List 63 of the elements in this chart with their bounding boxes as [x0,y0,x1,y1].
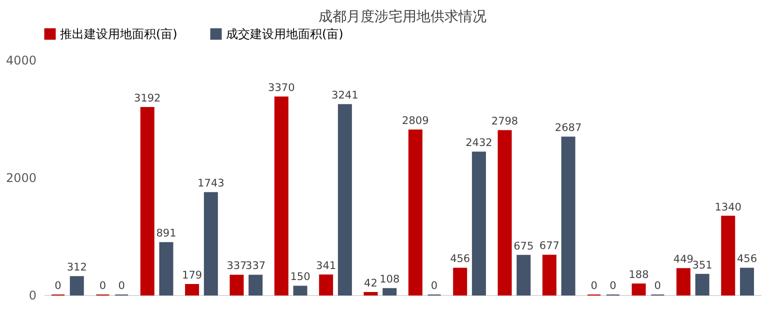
y-tick-label: 2000 [6,171,36,185]
bar [338,104,352,296]
data-label: 3370 [268,82,295,94]
data-label: 2798 [491,116,518,128]
data-label: 312 [66,262,87,274]
bar [382,288,397,296]
bar [561,136,576,296]
data-label: 677 [539,240,560,252]
data-label: 675 [514,240,534,252]
data-label: 337 [226,260,247,272]
bar [453,268,468,296]
bar [364,292,378,296]
data-label: 0 [118,280,125,292]
bar [293,286,308,296]
data-label: 0 [99,280,106,292]
data-label: 3192 [134,92,161,104]
data-label: 341 [316,260,336,272]
data-label: 0 [654,280,661,292]
bar [472,152,486,296]
data-label: 2687 [554,122,582,134]
data-label: 3241 [332,90,358,102]
legend-label: 成交建设用地面积(亩) [226,27,344,41]
data-label: 449 [673,254,694,266]
data-label: 1743 [198,178,224,190]
data-label: 351 [692,259,712,272]
bar [676,268,690,296]
legend-label: 推出建设用地面积(亩) [60,27,178,41]
data-label: 150 [290,271,310,284]
bar [140,106,154,296]
bar [159,242,174,296]
bar [498,130,512,296]
data-label: 0 [54,280,62,292]
data-label: 188 [628,268,649,281]
data-label: 456 [736,253,758,266]
bar [204,192,218,296]
bar [632,283,646,296]
bar [230,274,244,296]
y-tick-label: 4000 [6,54,36,68]
y-tick-label: 0 [28,288,36,302]
data-label: 337 [246,260,266,272]
bar [274,96,288,296]
data-label: 0 [590,280,598,292]
data-label: 2432 [466,137,492,150]
bar [516,254,531,296]
data-label: 2809 [402,114,429,127]
data-label: 891 [156,228,176,240]
data-label: 0 [430,280,438,292]
bar [721,216,736,296]
bar [70,276,84,296]
bar [542,254,556,296]
bar [695,274,710,296]
chart-title: 成都月度涉宅用地供求情况 [318,9,486,25]
bar [740,268,754,296]
data-label: 0 [610,280,616,292]
data-label: 42 [364,278,378,290]
data-label: 108 [380,274,400,286]
data-label: 179 [182,269,202,282]
bar [319,274,334,296]
data-label: 456 [450,253,470,266]
bar [408,129,422,296]
bar [248,274,263,296]
data-label: 1340 [714,201,742,214]
bar [185,284,200,296]
